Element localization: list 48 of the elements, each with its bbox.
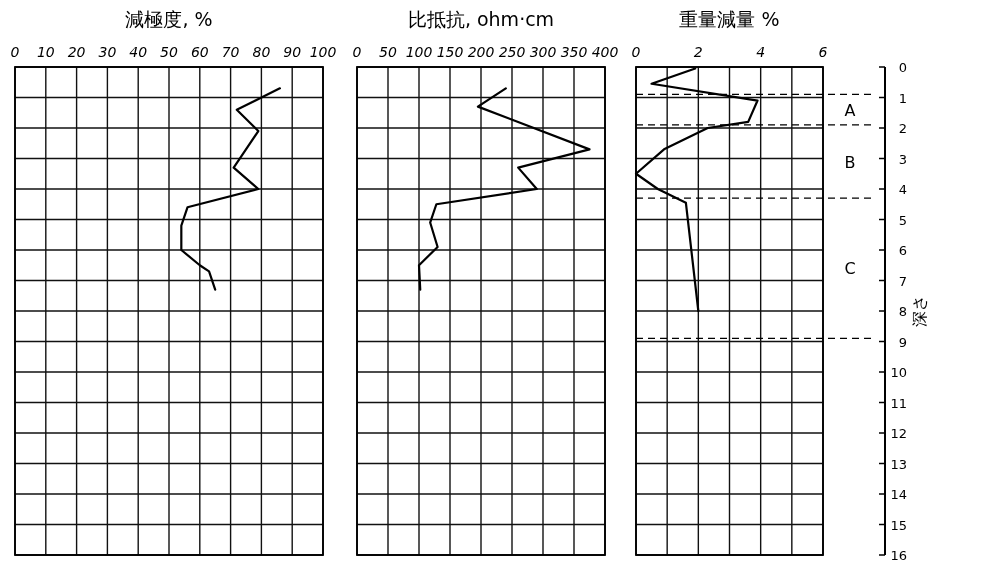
y-axis-title: 深さ	[910, 295, 929, 327]
x-tick-label: 90	[283, 44, 302, 60]
x-tick-label: 0	[352, 44, 362, 60]
x-tick-label: 70	[221, 44, 240, 60]
y-tick-label: 10	[890, 365, 907, 380]
x-tick-label: 50	[379, 44, 397, 60]
x-tick-label: 60	[190, 44, 209, 60]
x-tick-label: 40	[129, 44, 148, 60]
y-tick-label: 7	[898, 273, 907, 289]
x-tick-label: 350	[560, 44, 588, 60]
x-tick-label: 4	[756, 44, 766, 60]
y-tick-label: 6	[898, 243, 907, 258]
y-tick-label: 13	[890, 456, 907, 472]
x-tick-label: 300	[529, 44, 557, 60]
y-tick-label: 0	[898, 60, 907, 75]
x-tick-label: 100	[309, 44, 337, 60]
x-tick-label: 2	[693, 44, 703, 60]
text: C	[844, 259, 856, 279]
y-tick-label: 1	[898, 90, 907, 106]
chart-title: 比抵抗, ohm·cm	[407, 8, 555, 30]
x-tick-label: 6	[818, 44, 828, 60]
x-tick-label: 80	[252, 44, 271, 60]
y-tick-label: 8	[898, 304, 907, 319]
y-tick-label: 11	[890, 395, 907, 411]
x-tick-label: 150	[436, 44, 464, 60]
x-tick-label: 0	[631, 44, 641, 60]
y-tick-label: 15	[890, 517, 907, 533]
text: A	[844, 100, 856, 120]
x-tick-label: 100	[405, 44, 433, 60]
y-tick-label: 3	[898, 151, 907, 167]
y-tick-label: 14	[890, 487, 907, 502]
x-tick-label: 400	[591, 44, 619, 60]
y-tick-label: 5	[898, 212, 907, 228]
x-tick-label: 50	[160, 44, 178, 60]
y-tick-label: 4	[898, 182, 907, 197]
x-tick-label: 200	[467, 44, 495, 60]
chart-title: 重量減量 %	[679, 8, 780, 30]
y-tick-label: 9	[898, 334, 907, 350]
y-tick-label: 16	[890, 548, 907, 563]
x-tick-label: 250	[498, 44, 526, 60]
chart-title: 減極度, %	[125, 8, 213, 30]
x-tick-label: 0	[10, 44, 20, 60]
y-tick-label: 12	[890, 426, 907, 441]
text: B	[844, 152, 856, 172]
x-tick-label: 10	[36, 44, 55, 60]
x-tick-label: 30	[98, 44, 117, 60]
y-tick-label: 2	[898, 121, 907, 136]
x-tick-label: 20	[67, 44, 86, 60]
